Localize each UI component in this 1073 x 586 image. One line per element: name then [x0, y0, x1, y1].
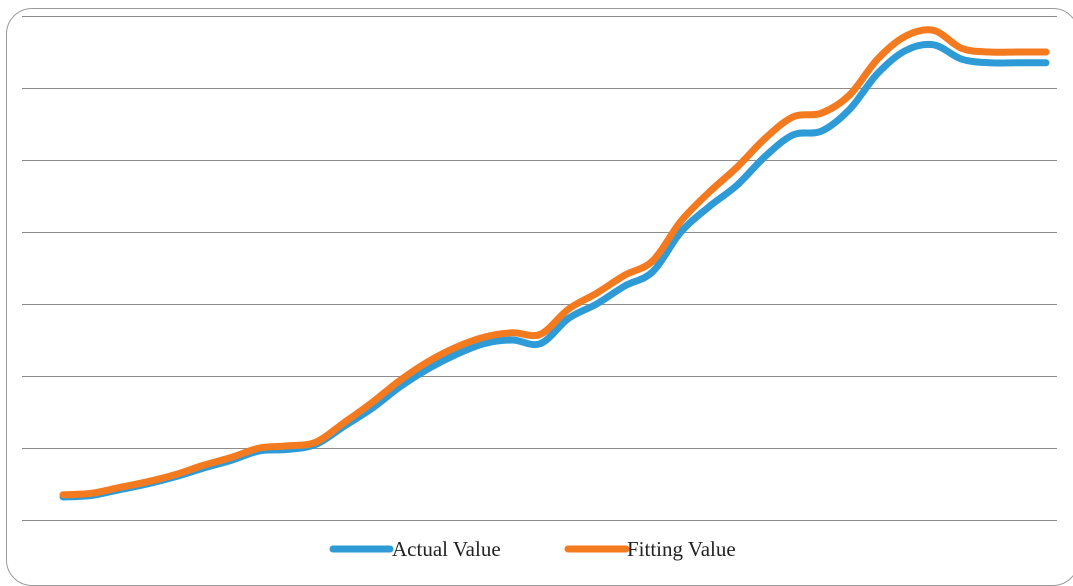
series-line-fitting-value — [59, 26, 1050, 499]
legend-label-fitting-value: Fitting Value — [627, 537, 736, 561]
chart-area — [6, 8, 1073, 586]
legend-label-actual-value: Actual Value — [392, 537, 501, 561]
gridlines — [22, 16, 1057, 521]
series-line-actual-value — [59, 40, 1050, 501]
legend: Actual Value Fitting Value — [329, 537, 736, 561]
plot-series — [59, 26, 1050, 501]
